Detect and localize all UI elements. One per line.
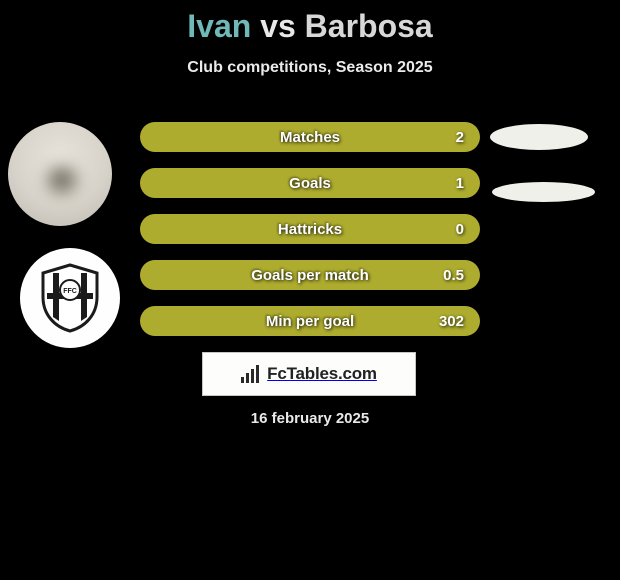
stat-label: Matches <box>280 129 340 146</box>
stat-value: 0 <box>456 221 464 238</box>
stat-label: Min per goal <box>266 313 354 330</box>
club-shield-icon: FFC <box>39 263 101 333</box>
title-player2: Barbosa <box>305 8 433 44</box>
ellipse-matches <box>490 124 588 150</box>
brand-text: FcTables.com <box>267 364 377 384</box>
stat-row-mpg: Min per goal 302 <box>140 306 480 336</box>
stat-label: Goals per match <box>251 267 369 284</box>
stat-row-gpm: Goals per match 0.5 <box>140 260 480 290</box>
stat-value: 302 <box>439 313 464 330</box>
stat-row-matches: Matches 2 <box>140 122 480 152</box>
footer-date: 16 february 2025 <box>0 410 620 427</box>
stat-value: 1 <box>456 175 464 192</box>
stats-bars: Matches 2 Goals 1 Hattricks 0 Goals per … <box>140 122 480 352</box>
stat-label: Hattricks <box>278 221 342 238</box>
page-title: Ivan vs Barbosa <box>0 0 620 45</box>
player1-avatar <box>8 122 112 226</box>
stat-row-goals: Goals 1 <box>140 168 480 198</box>
stat-value: 2 <box>456 129 464 146</box>
brand-link[interactable]: FcTables.com <box>202 352 416 396</box>
avatar-column: FFC <box>8 122 120 348</box>
stat-label: Goals <box>289 175 331 192</box>
stat-value: 0.5 <box>443 267 464 284</box>
shield-text: FFC <box>63 288 77 295</box>
right-ellipses <box>490 122 610 202</box>
player2-avatar: FFC <box>20 248 120 348</box>
title-vs: vs <box>260 8 296 44</box>
stat-row-hattricks: Hattricks 0 <box>140 214 480 244</box>
title-player1: Ivan <box>187 8 251 44</box>
brand-bars-icon <box>241 365 261 383</box>
subtitle: Club competitions, Season 2025 <box>0 59 620 77</box>
ellipse-goals <box>492 182 595 202</box>
avatar-blur <box>48 167 76 193</box>
